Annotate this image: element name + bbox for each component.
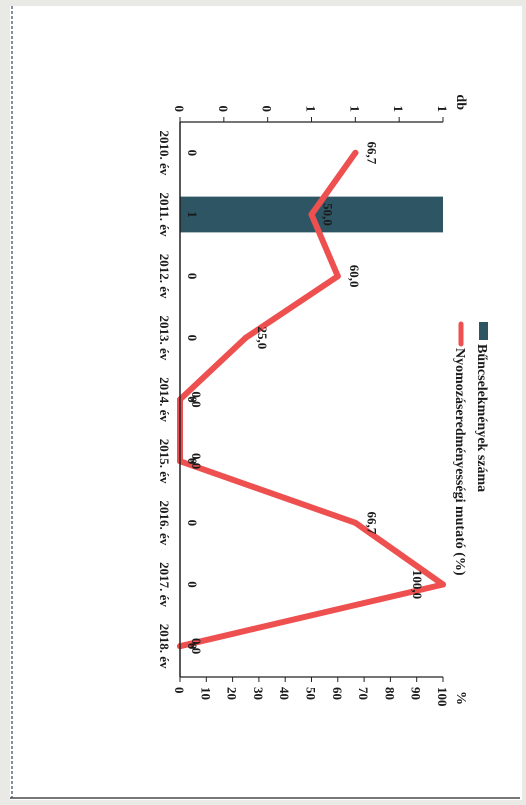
right-tick-label-6: 60 [330,687,345,700]
x-tick-label-7: 2017. év [157,562,172,607]
x-tick-label-8: 2018. év [157,624,172,669]
x-tick-label-1: 2011. év [157,192,172,237]
x-tick-label-0: 2010. év [157,130,172,175]
left-tick-label-4: 1 [347,106,362,113]
line-point-7 [440,581,446,588]
right-axis-unit: % [453,691,468,705]
right-tick-label-5: 50 [304,687,319,700]
right-tick-label-10: 100 [435,687,450,707]
bar-value-label-4: 0 [185,396,200,403]
right-tick-label-4: 40 [277,687,292,700]
x-tick-label-4: 2014. év [157,377,172,422]
bar-value-label-3: 0 [185,335,200,342]
left-tick-label-0: 0 [172,106,187,113]
line-value-label-6: 66,7 [364,511,379,534]
line-point-1 [308,211,315,218]
legend-bar-label: Bűncselekmények száma [474,344,489,492]
bar-value-label-2: 0 [185,273,200,280]
line-point-6 [352,519,359,526]
bar-value-label-5: 0 [185,458,200,465]
bar-value-label-8: 0 [185,643,200,650]
line-value-label-8: 0,0 [189,638,204,654]
right-tick-label-8: 80 [382,687,397,700]
bar-value-label-6: 0 [185,520,200,527]
line-point-2 [334,273,341,280]
left-tick-label-6: 1 [435,106,450,113]
left-axis-unit: db [453,94,468,110]
axes-group [179,117,444,682]
left-tick-label-5: 1 [391,106,406,113]
line-value-label-1: 50,0 [321,203,336,226]
line-point-3 [242,334,249,341]
chart-frame [10,6,522,800]
line-value-label-2: 60,0 [347,265,362,288]
legend-bar-swatch [479,322,488,340]
line-value-label-5: 0,0 [189,453,204,469]
x-tick-label-6: 2016. év [157,500,172,545]
line-value-label-3: 25,0 [255,326,270,349]
line-value-label-7: 100,0 [410,570,425,599]
left-tick-label-1: 0 [216,106,231,113]
right-tick-label-2: 20 [225,687,240,700]
legend-line-label: Nyomozáseredményességi mutató (%) [452,348,467,576]
line-value-label-0: 66,7 [364,141,379,164]
right-tick-label-0: 0 [172,687,187,694]
x-tick-label-5: 2015. év [157,439,172,484]
right-tick-label-9: 90 [409,687,424,700]
bar-value-label-7: 0 [185,581,200,588]
bar-value-label-0: 0 [185,150,200,157]
x-tick-label-2: 2012. év [157,254,172,299]
right-tick-label-3: 30 [251,687,266,700]
left-tick-label-3: 1 [304,106,319,113]
line-value-label-4: 0,0 [189,391,204,407]
bar-value-label-1: 1 [185,211,200,218]
right-tick-label-1: 10 [198,687,213,700]
right-tick-label-7: 70 [356,687,371,700]
left-tick-label-2: 0 [260,106,275,113]
line-point-0 [352,149,359,156]
x-tick-label-3: 2013. év [157,315,172,360]
